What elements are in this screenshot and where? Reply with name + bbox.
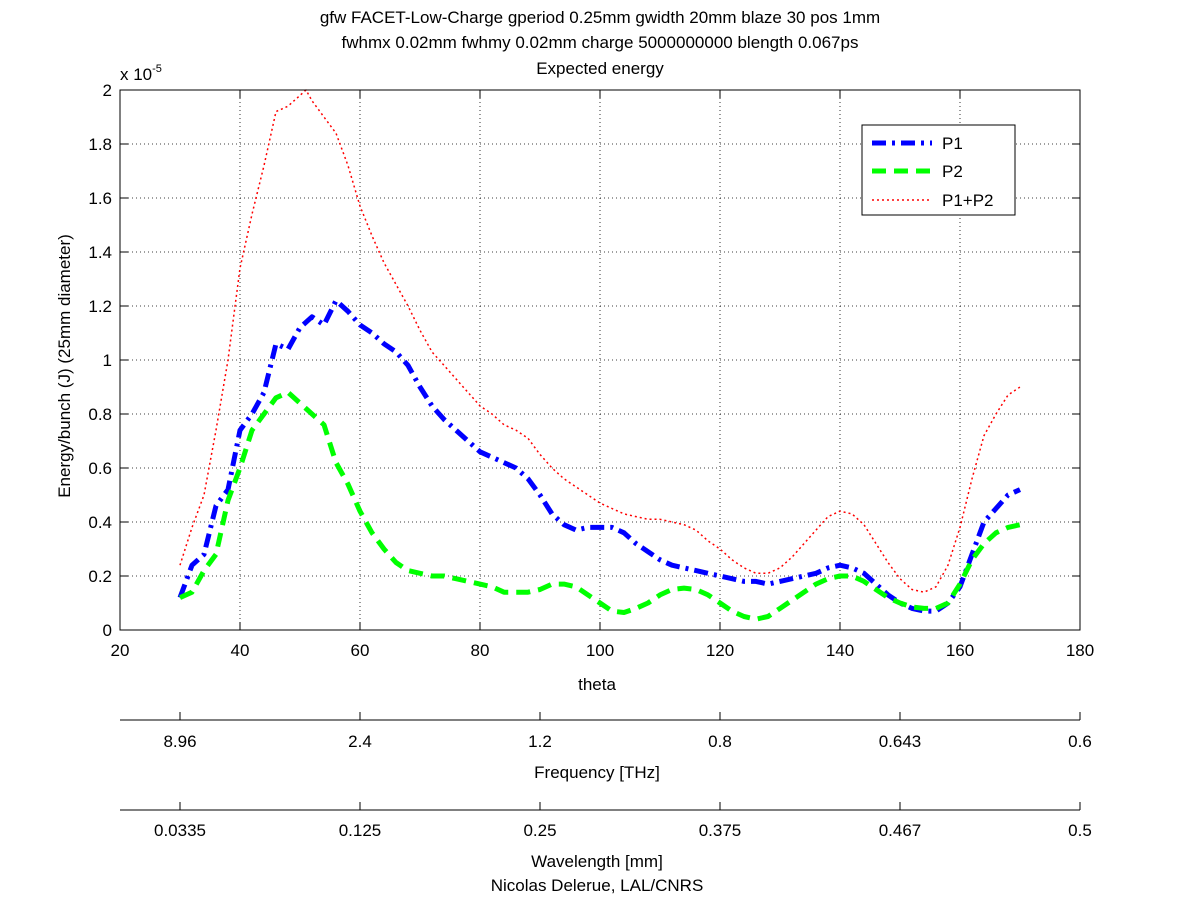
frequency-tick-label: 8.96 (163, 732, 196, 751)
y-exponent-label: x 10-5 (120, 63, 162, 84)
y-tick-label: 2 (103, 81, 112, 100)
frequency-axis-ticks: 8.96 2.4 1.2 0.8 0.643 0.6 (163, 712, 1092, 751)
series-line-p2 (178, 389, 1021, 622)
series-line-p1-p2 (179, 89, 1021, 593)
x-tick-label: 140 (826, 641, 854, 660)
wavelength-tick-label: 0.375 (699, 821, 742, 840)
y-tick-label: 1.6 (88, 189, 112, 208)
series-layer (177, 89, 1022, 622)
frequency-tick-label: 1.2 (528, 732, 552, 751)
legend-label-sum: P1+P2 (942, 191, 994, 210)
x-tick-label: 40 (231, 641, 250, 660)
x-axis-label: theta (578, 675, 616, 694)
frequency-tick-label: 0.8 (708, 732, 732, 751)
wavelength-tick-label: 0.0335 (154, 821, 206, 840)
frequency-axis: 8.96 2.4 1.2 0.8 0.643 0.6 Frequency [THz] (120, 712, 1092, 782)
frequency-axis-label: Frequency [THz] (534, 763, 660, 782)
legend: P1 P2 P1+P2 (861, 124, 1016, 216)
y-tick-label: 1.8 (88, 135, 112, 154)
y-tick-label: 0.2 (88, 567, 112, 586)
frequency-tick-label: 2.4 (348, 732, 372, 751)
y-tick-label: 1.4 (88, 243, 112, 262)
x-tick-label: 160 (946, 641, 974, 660)
series-line-p1 (177, 298, 1022, 614)
x-tick-label: 100 (586, 641, 614, 660)
legend-label-p2: P2 (942, 162, 963, 181)
x-axis-ticks: 20 40 60 80 100 120 140 160 180 (111, 90, 1094, 660)
wavelength-axis-ticks: 0.0335 0.125 0.25 0.375 0.467 0.5 (154, 802, 1092, 840)
frequency-tick-label: 0.643 (879, 732, 922, 751)
x-tick-label: 80 (471, 641, 490, 660)
y-tick-label: 0.6 (88, 459, 112, 478)
y-tick-label: 0 (103, 621, 112, 640)
title-line-1: gfw FACET-Low-Charge gperiod 0.25mm gwid… (320, 8, 880, 27)
wavelength-axis-label: Wavelength [mm] (531, 852, 663, 871)
legend-label-p1: P1 (942, 134, 963, 153)
wavelength-tick-label: 0.25 (523, 821, 556, 840)
y-axis-label: Energy/bunch (J) (25mm diameter) (55, 234, 74, 498)
x-tick-label: 20 (111, 641, 130, 660)
title-line-2: fwhmx 0.02mm fwhmy 0.02mm charge 5000000… (342, 33, 859, 52)
wavelength-axis: 0.0335 0.125 0.25 0.375 0.467 0.5 Wavelength … (120, 802, 1092, 871)
x-tick-label: 120 (706, 641, 734, 660)
y-axis-ticks: 0 0.2 0.4 0.6 0.8 1 1.2 1.4 1.6 1.8 2 (88, 81, 1080, 640)
y-tick-label: 1.2 (88, 297, 112, 316)
frequency-tick-label: 0.6 (1068, 732, 1092, 751)
wavelength-tick-label: 0.467 (879, 821, 922, 840)
wavelength-tick-label: 0.125 (339, 821, 382, 840)
wavelength-tick-label: 0.5 (1068, 821, 1092, 840)
chart-title: Expected energy (536, 59, 664, 78)
y-tick-label: 0.4 (88, 513, 112, 532)
credit-text: Nicolas Delerue, LAL/CNRS (491, 876, 704, 895)
x-tick-label: 180 (1066, 641, 1094, 660)
y-tick-label: 1 (103, 351, 112, 370)
y-tick-label: 0.8 (88, 405, 112, 424)
x-tick-label: 60 (351, 641, 370, 660)
